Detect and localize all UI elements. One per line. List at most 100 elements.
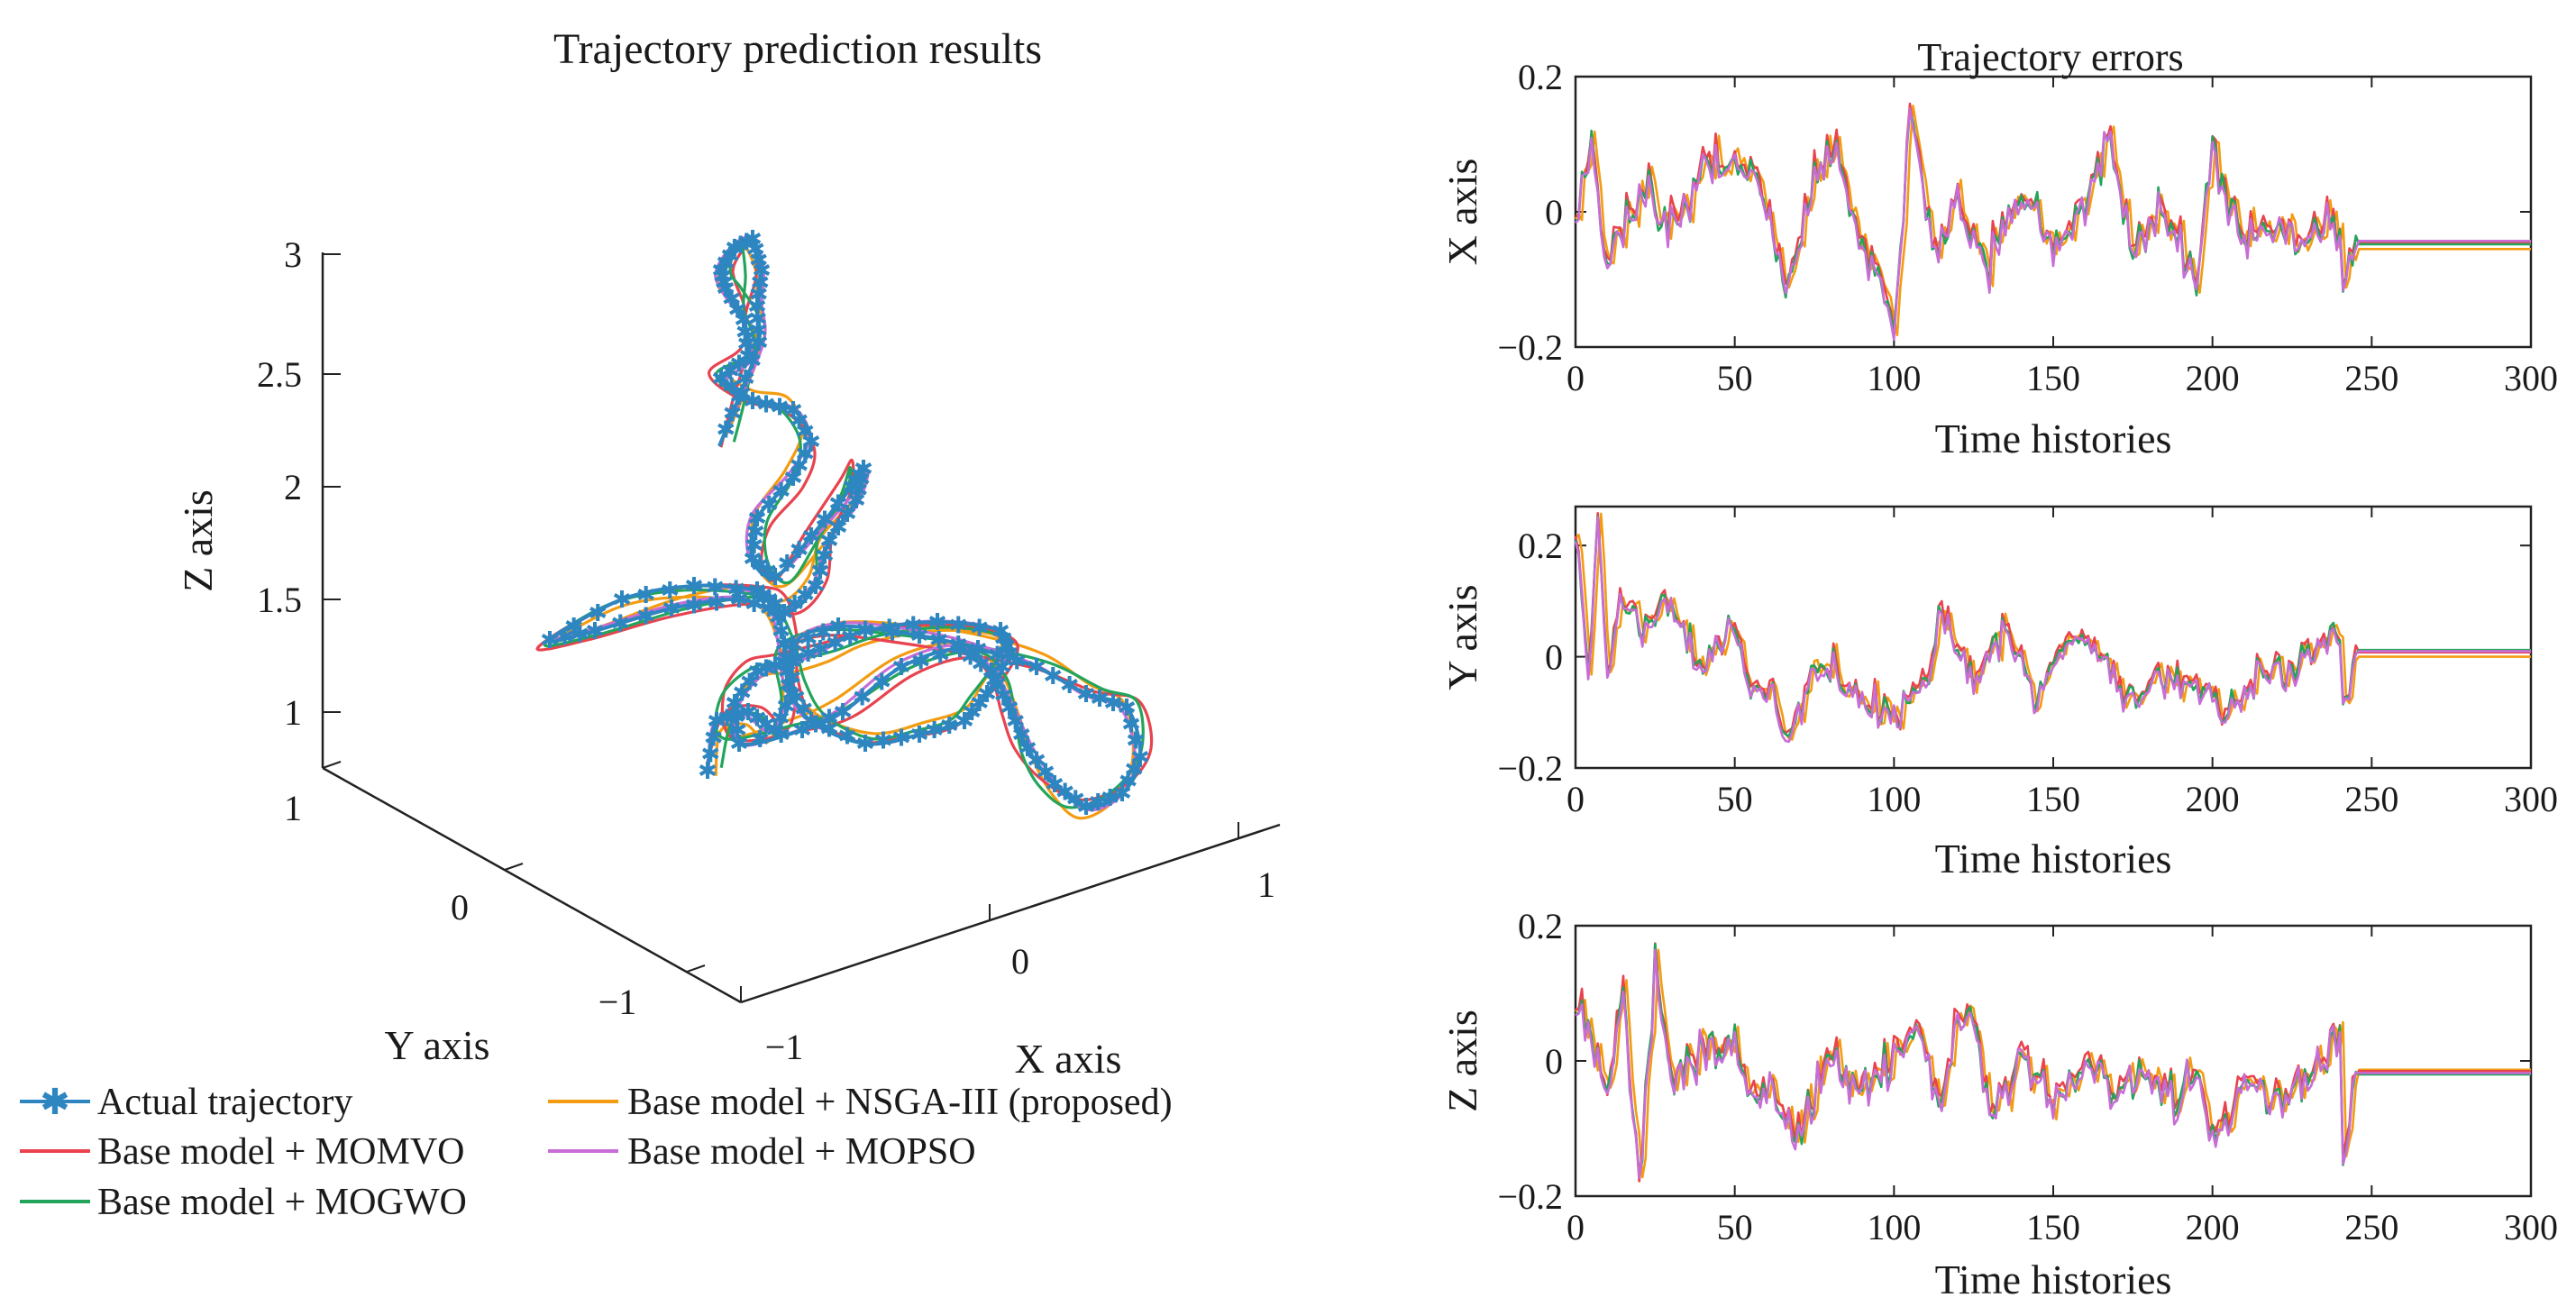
z-ticks: 3 2.5 2 1.5 1	[257, 234, 341, 733]
trajectory-actual-marker: ✱	[930, 643, 950, 669]
trajectory-actual-marker: ✱	[1076, 681, 1096, 708]
trajectory-actual-marker: ✱	[850, 462, 870, 489]
trajectory-actual-marker: ✱	[971, 652, 991, 678]
trajectory-actual-marker: ✱	[810, 636, 830, 663]
x-axis-label: Time histories	[1935, 1257, 2172, 1302]
trajectory-actual-marker: ✱	[772, 618, 791, 644]
trajectory-actual-marker: ✱	[794, 697, 814, 723]
trajectory-actual-marker: ✱	[828, 614, 848, 640]
z-tick-label: 1	[284, 692, 302, 733]
trajectory-actual-marker: ✱	[776, 693, 796, 719]
trajectory-actual-marker: ✱	[997, 634, 1017, 660]
trajectory-actual-marker: ✱	[1060, 672, 1080, 699]
trajectory-actual-marker: ✱	[759, 492, 779, 518]
trajectory-actual-marker: ✱	[849, 477, 869, 503]
trajectory-actual-marker: ✱	[756, 656, 776, 682]
trajectory-actual-marker: ✱	[684, 593, 704, 619]
trajectory-actual-marker: ✱	[1088, 790, 1108, 816]
trajectory-actual-marker: ✱	[774, 600, 794, 626]
trajectory-actual-marker: ✱	[743, 226, 763, 252]
trajectory-actual-marker: ✱	[815, 544, 835, 570]
trajectory-actual-marker: ✱	[853, 684, 872, 710]
trajectory-actual-marker: ✱	[1006, 708, 1026, 735]
trajectory-3d-plot: Trajectory prediction results 3 2.5 2 1.…	[20, 25, 1281, 1223]
trajectory-actual-marker: ✱	[961, 644, 981, 670]
trajectory-actual-marker: ✱	[846, 488, 866, 514]
trajectory-actual-marker: ✱	[636, 582, 656, 608]
trajectory-actual-marker: ✱	[774, 650, 794, 676]
trajectory-actual-marker: ✱	[840, 625, 860, 651]
trajectory-actual-marker: ✱	[743, 546, 763, 572]
trajectory-actual-marker: ✱	[713, 264, 733, 290]
trajectory-actual-marker: ✱	[740, 670, 760, 696]
error-panel-x: X axis Time histories 0 50 100 150 200 250 300…	[1439, 57, 2558, 462]
x-tick-label: 100	[1867, 358, 1921, 398]
trajectory-actual-marker: ✱	[747, 578, 767, 604]
trajectory-actual-marker: ✱	[977, 681, 997, 708]
trajectory-actual-marker: ✱	[855, 617, 875, 643]
trajectory-actual-marker: ✱	[747, 659, 767, 685]
plot-frame	[1574, 924, 2533, 1198]
trajectory-actual-marker: ✱	[988, 643, 1008, 669]
trajectory-actual-marker: ✱	[772, 722, 791, 748]
trajectory-actual-marker: ✱	[1043, 663, 1063, 690]
trajectory-actual-marker: ✱	[750, 727, 770, 753]
trajectory-actual-marker: ✱	[748, 318, 768, 344]
trajectory-actual-marker: ✱	[845, 468, 865, 494]
x-tick-label: 150	[2026, 779, 2080, 819]
x-ticks: −1 0 1	[740, 822, 1275, 1067]
trajectory-actual-marker: ✱	[774, 632, 794, 658]
trajectory-actual-marker: ✱	[756, 711, 776, 737]
trajectory-actual-marker: ✱	[779, 672, 799, 699]
series-group	[1574, 102, 2531, 342]
trajectory-actual-marker: ✱	[727, 717, 747, 744]
trajectory-actual-marker: ✱	[772, 479, 791, 505]
trajectory-actual-marker: ✱	[750, 270, 770, 296]
trajectory-actual-marker: ✱	[891, 725, 911, 751]
trajectory-actual-marker: ✱	[717, 706, 737, 732]
trajectory-actual-marker: ✱	[795, 418, 815, 444]
trajectory-actual-marker: ✱	[948, 612, 968, 638]
error-series-mopso	[1575, 948, 2531, 1180]
trajectory-actual-marker: ✱	[723, 400, 743, 426]
trajectory-actual-marker: ✱	[993, 626, 1013, 652]
y-tick-label: 0	[1545, 1041, 1563, 1082]
legend-label: Base model + MOPSO	[627, 1131, 976, 1173]
x-tick-label: 200	[2186, 1207, 2240, 1247]
y-tick-mark	[322, 761, 342, 769]
error-series-nsga	[1575, 948, 2531, 1179]
y-axis-label: Y axis	[384, 1022, 489, 1068]
trajectory-actual-marker: ✱	[854, 456, 873, 482]
trajectory-actual-marker: ✱	[722, 287, 742, 313]
error-panel-y: Y axis Time histories 0 50 100 150 200 250 300…	[1439, 505, 2558, 882]
x-tick-label: 300	[2504, 358, 2558, 398]
trajectory-actual-marker: ✱	[748, 306, 768, 332]
trajectory-actual-marker: ✱	[1007, 648, 1027, 674]
trajectory-actual-marker: ✱	[1018, 736, 1037, 762]
error-series-nsga	[1575, 512, 2531, 741]
x-axis-label: X axis	[1015, 1036, 1122, 1082]
x-axis-label: Time histories	[1935, 836, 2172, 882]
trajectory-actual-marker: ✱	[555, 625, 575, 651]
trajectory-actual-marker: ✱	[1076, 794, 1096, 820]
trajectory-actual-marker: ✱	[993, 683, 1013, 709]
trajectory-actual-marker: ✱	[1045, 772, 1064, 798]
trajectory-actual-marker: ✱	[570, 621, 589, 647]
trajectory-actual-marker: ✱	[842, 474, 862, 500]
trajectory-actual-marker: ✱	[872, 670, 891, 696]
trajectory-actual-marker: ✱	[720, 242, 740, 269]
trajectory-actual-marker: ✱	[777, 659, 797, 685]
trajectory-actual-marker: ✱	[716, 276, 735, 302]
trajectory-actual-marker: ✱	[700, 742, 720, 768]
trajectory-actual-marker: ✱	[955, 708, 974, 735]
trajectory-actual-marker: ✱	[1065, 787, 1085, 813]
trajectory-actual-marker: ✱	[735, 366, 755, 392]
trajectory-actual-marker: ✱	[792, 717, 812, 744]
trajectory-actual-marker: ✱	[828, 515, 848, 541]
trajectory-actual-marker: ✱	[734, 307, 754, 334]
trajectory-actual-marker: ✱	[735, 319, 755, 345]
trajectory-actual-marker: ✱	[1126, 728, 1146, 754]
legend-label: Base model + MOGWO	[97, 1182, 467, 1223]
x-tick-label: 150	[2026, 1207, 2080, 1247]
x-tick-label: 50	[1717, 779, 1753, 819]
